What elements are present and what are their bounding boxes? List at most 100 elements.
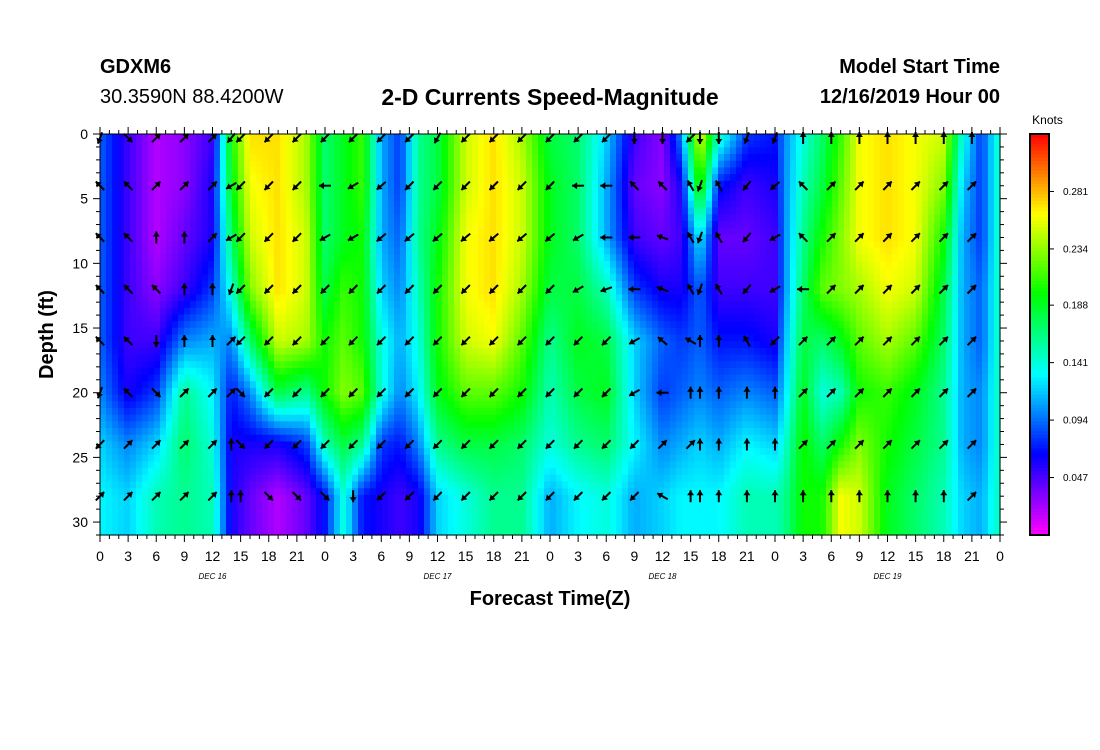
- heatmap-cell: [238, 154, 245, 162]
- heatmap-cell: [112, 354, 119, 362]
- heatmap-cell: [196, 287, 203, 295]
- heatmap-cell: [148, 134, 155, 142]
- heatmap-cell: [394, 227, 401, 235]
- heatmap-cell: [454, 347, 461, 356]
- heatmap-cell: [268, 441, 275, 449]
- heatmap-cell: [286, 461, 293, 469]
- heatmap-cell: [484, 260, 491, 269]
- heatmap-cell: [358, 401, 365, 409]
- heatmap-cell: [112, 514, 119, 523]
- heatmap-cell: [268, 468, 275, 476]
- heatmap-cell: [544, 274, 551, 282]
- heatmap-cell: [154, 501, 161, 509]
- heatmap-cell: [172, 247, 179, 255]
- heatmap-cell: [220, 174, 227, 182]
- heatmap-cell: [142, 481, 149, 489]
- heatmap-cell: [220, 361, 227, 369]
- heatmap-cell: [340, 167, 347, 175]
- heatmap-cell: [538, 260, 545, 269]
- heatmap-cell: [508, 240, 515, 249]
- heatmap-cell: [160, 240, 167, 249]
- heatmap-cell: [100, 301, 107, 309]
- heatmap-cell: [328, 267, 335, 275]
- heatmap-cell: [364, 147, 371, 155]
- heatmap-cell: [124, 374, 131, 382]
- heatmap-cell: [568, 334, 575, 342]
- heatmap-cell: [202, 421, 209, 429]
- heatmap-cell: [100, 180, 107, 189]
- heatmap-cell: [238, 281, 245, 289]
- heatmap-cell: [292, 488, 299, 496]
- heatmap-cell: [478, 428, 485, 436]
- heatmap-cell: [118, 180, 125, 189]
- heatmap-cell: [520, 494, 527, 503]
- heatmap-cell: [316, 354, 323, 362]
- heatmap-cell: [160, 327, 167, 336]
- heatmap-cell: [250, 367, 257, 376]
- heatmap-cell: [550, 414, 557, 422]
- heatmap-cell: [568, 361, 575, 369]
- heatmap-cell: [292, 314, 299, 322]
- heatmap-cell: [160, 394, 167, 402]
- heatmap-cell: [286, 167, 293, 175]
- heatmap-cell: [250, 180, 257, 189]
- heatmap-cell: [274, 147, 281, 155]
- heatmap-cell: [508, 200, 515, 209]
- heatmap-cell: [544, 461, 551, 469]
- heatmap-cell: [244, 247, 251, 255]
- heatmap-cell: [496, 254, 503, 262]
- heatmap-cell: [238, 321, 245, 329]
- heatmap-cell: [586, 508, 593, 516]
- heatmap-cell: [298, 147, 305, 155]
- heatmap-cell: [352, 454, 359, 463]
- heatmap-cell: [274, 301, 281, 309]
- heatmap-cell: [418, 134, 425, 142]
- heatmap-cell: [490, 468, 497, 476]
- heatmap-cell: [202, 367, 209, 376]
- heatmap-cell: [484, 160, 491, 169]
- heatmap-cell: [280, 147, 287, 155]
- heatmap-cell: [520, 428, 527, 436]
- heatmap-cell: [130, 448, 137, 456]
- heatmap-cell: [436, 294, 443, 302]
- heatmap-cell: [322, 254, 329, 262]
- heatmap-cell: [400, 147, 407, 155]
- heatmap-cell: [304, 180, 311, 189]
- heatmap-cell: [286, 147, 293, 155]
- heatmap-cell: [178, 521, 185, 529]
- heatmap-cell: [466, 187, 473, 195]
- heatmap-cell: [514, 200, 521, 209]
- heatmap-cell: [136, 468, 143, 476]
- heatmap-cell: [244, 294, 251, 302]
- heatmap-cell: [490, 414, 497, 422]
- heatmap-cell: [490, 347, 497, 356]
- heatmap-cell: [328, 454, 335, 463]
- heatmap-cell: [304, 174, 311, 182]
- heatmap-cell: [514, 274, 521, 282]
- heatmap-cell: [388, 501, 395, 509]
- heatmap-cell: [412, 428, 419, 436]
- heatmap-cell: [322, 354, 329, 362]
- heatmap-cell: [430, 454, 437, 463]
- heatmap-cell: [280, 227, 287, 235]
- heatmap-cell: [508, 187, 515, 195]
- heatmap-cell: [466, 341, 473, 349]
- heatmap-cell: [526, 234, 533, 242]
- heatmap-cell: [112, 140, 119, 148]
- heatmap-cell: [526, 147, 533, 155]
- heatmap-cell: [184, 461, 191, 469]
- heatmap-cell: [232, 301, 239, 309]
- heatmap-cell: [268, 254, 275, 262]
- heatmap-cell: [310, 267, 317, 275]
- heatmap-cell: [346, 314, 353, 322]
- heatmap-cell: [448, 240, 455, 249]
- heatmap-cell: [124, 461, 131, 469]
- heatmap-cell: [304, 187, 311, 195]
- heatmap-cell: [484, 301, 491, 309]
- heatmap-cell: [346, 381, 353, 389]
- heatmap-cell: [394, 140, 401, 148]
- heatmap-cell: [496, 167, 503, 175]
- heatmap-cell: [274, 314, 281, 322]
- heatmap-cell: [226, 441, 233, 449]
- heatmap-cell: [106, 508, 113, 516]
